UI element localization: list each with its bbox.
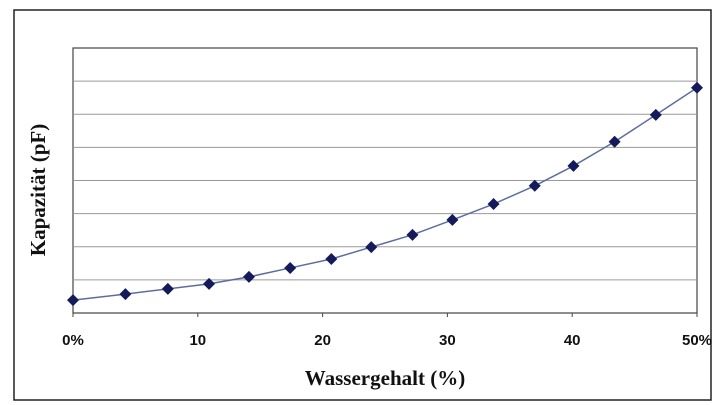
y-axis-title: Kapazität (pF): [26, 124, 50, 256]
x-tick-label: 40: [564, 332, 581, 349]
x-tick-label: 10: [189, 332, 206, 349]
page: {"chart_data": { "type": "line", "x_labe…: [0, 0, 718, 405]
x-tick-label: 20: [314, 332, 331, 349]
x-tick-label: 50%: [682, 332, 712, 349]
chart: Wassergehalt (%) Kapazität (pF) 0% 10 20 30…: [0, 0, 718, 405]
x-axis-title: Wassergehalt (%): [305, 366, 465, 390]
x-tick-label: 30: [439, 332, 456, 349]
x-tick-label: 0%: [62, 332, 84, 349]
